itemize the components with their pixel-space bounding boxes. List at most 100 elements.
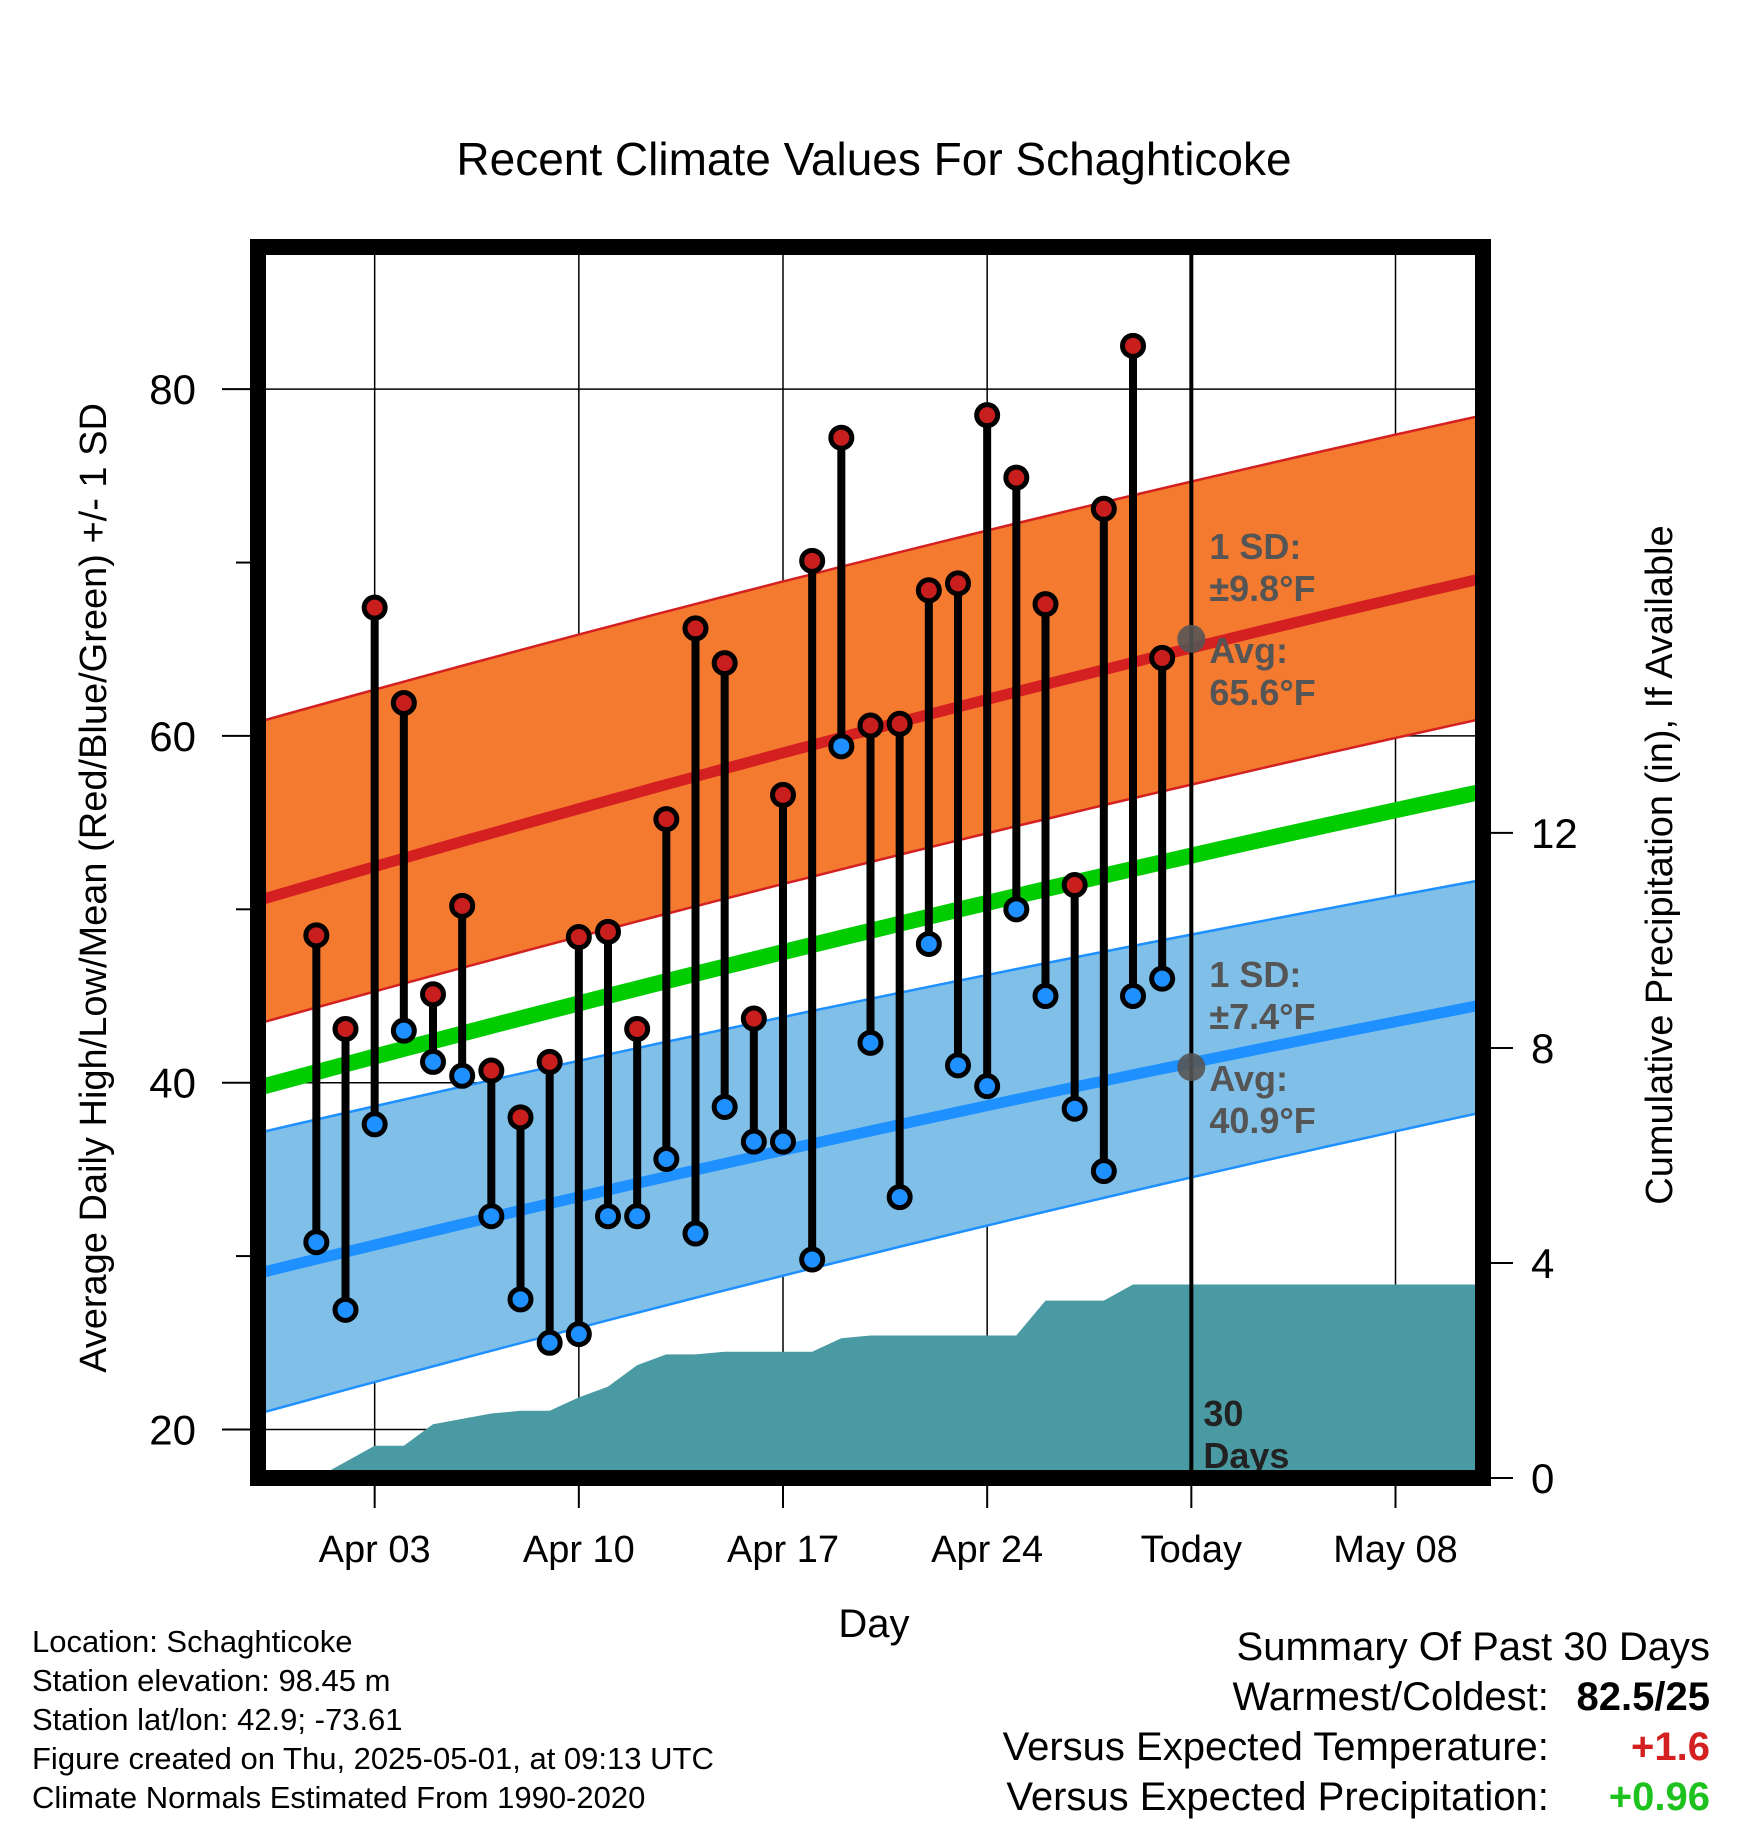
summary-panel: Summary Of Past 30 Days Warmest/Coldest:… xyxy=(1003,1622,1710,1822)
x-tick-label: Apr 10 xyxy=(523,1529,635,1571)
low-point xyxy=(361,1111,388,1138)
high-point xyxy=(1120,332,1146,359)
low-point xyxy=(390,1017,417,1044)
high-point xyxy=(799,547,826,574)
high-point xyxy=(1149,644,1176,671)
high-point xyxy=(1090,495,1117,522)
high-point xyxy=(828,424,855,451)
low-point xyxy=(565,1321,592,1348)
summary-title: Summary Of Past 30 Days xyxy=(1236,1625,1710,1669)
low-point xyxy=(711,1093,738,1120)
temp-anomaly-label: Versus Expected Temperature: xyxy=(1002,1725,1549,1769)
low-point xyxy=(1149,965,1176,992)
y-right-tick-label: 0 xyxy=(1531,1455,1554,1502)
today-label-count: 30 xyxy=(1203,1393,1243,1434)
y-right-tick-label: 4 xyxy=(1531,1240,1554,1287)
high-point xyxy=(390,689,417,716)
y-right-tick-label: 8 xyxy=(1531,1025,1554,1072)
low-point xyxy=(653,1145,680,1172)
high-point xyxy=(974,402,1001,429)
high-sd-label: 1 SD: xyxy=(1209,526,1301,567)
chart-title: Recent Climate Values For Schaghticoke xyxy=(456,133,1291,185)
low-point xyxy=(857,1029,884,1056)
y-tick-label: 20 xyxy=(149,1406,196,1453)
today-label-days: Days xyxy=(1203,1435,1289,1476)
y-tick-label: 80 xyxy=(149,366,196,413)
low-avg-value: 40.9°F xyxy=(1209,1100,1315,1141)
low-point xyxy=(1003,896,1030,923)
high-point xyxy=(740,1005,767,1032)
low-sd-band xyxy=(258,879,1483,1414)
high-point xyxy=(682,615,709,642)
y-tick-label: 60 xyxy=(149,713,196,760)
high-point xyxy=(770,781,796,808)
low-point xyxy=(1061,1095,1088,1122)
x-tick-label: Apr 03 xyxy=(319,1529,431,1571)
x-axis-label: Day xyxy=(838,1602,909,1646)
low-point xyxy=(886,1184,913,1211)
low-point xyxy=(1120,983,1146,1010)
low-sd-label: 1 SD: xyxy=(1209,954,1301,995)
warmest-coldest-value: 82.5/25 xyxy=(1576,1675,1710,1719)
precip-area xyxy=(287,1284,1483,1478)
high-avg-label: Avg: xyxy=(1209,630,1288,671)
high-point xyxy=(449,892,476,919)
low-avg-marker xyxy=(1177,1053,1206,1082)
low-point xyxy=(536,1329,563,1356)
low-normal-line xyxy=(258,999,1483,1279)
warmest-coldest-label: Warmest/Coldest: xyxy=(1232,1675,1549,1719)
high-point xyxy=(303,922,330,949)
precip-anomaly-value: +0.96 xyxy=(1608,1775,1710,1819)
low-point xyxy=(1032,983,1059,1010)
high-point xyxy=(915,577,942,604)
low-point xyxy=(915,930,942,957)
normals-text: Climate Normals Estimated From 1990-2020 xyxy=(32,1780,646,1815)
low-point xyxy=(828,733,855,760)
high-point xyxy=(945,570,971,597)
elevation-text: Station elevation: 98.45 m xyxy=(32,1663,391,1698)
high-point xyxy=(536,1048,563,1075)
x-tick-label: Apr 24 xyxy=(931,1529,1043,1571)
low-point xyxy=(1090,1158,1117,1185)
low-point xyxy=(595,1203,621,1230)
precip-anomaly-label: Versus Expected Precipitation: xyxy=(1006,1775,1549,1819)
low-point xyxy=(740,1128,767,1155)
high-avg-marker xyxy=(1177,624,1206,653)
plot-inner xyxy=(258,247,1483,1478)
low-point xyxy=(682,1220,709,1247)
high-point xyxy=(420,981,446,1008)
location-text: Location: Schaghticoke xyxy=(32,1624,353,1659)
y-axis-label: Average Daily High/Low/Mean (Red/Blue/Gr… xyxy=(73,403,115,1373)
high-point xyxy=(361,594,388,621)
high-point xyxy=(624,1015,651,1042)
latlon-text: Station lat/lon: 42.9; -73.61 xyxy=(32,1702,403,1737)
low-point xyxy=(974,1073,1001,1100)
y-axis-right-label: Cumulative Precipitation (in), If Availa… xyxy=(1639,525,1681,1204)
low-sd-band-lower-edge xyxy=(258,1110,1483,1416)
low-point xyxy=(770,1128,796,1155)
low-point xyxy=(303,1229,330,1256)
high-point xyxy=(886,710,913,737)
high-point xyxy=(507,1104,534,1131)
high-point xyxy=(1061,872,1088,899)
created-text: Figure created on Thu, 2025-05-01, at 09… xyxy=(32,1741,714,1776)
high-point xyxy=(711,650,738,677)
low-point xyxy=(507,1286,534,1313)
low-point xyxy=(420,1048,446,1075)
low-avg-label: Avg: xyxy=(1209,1058,1288,1099)
high-point xyxy=(1032,591,1059,618)
temp-anomaly-row: Versus Expected Temperature: +1.6 xyxy=(1003,1722,1710,1772)
y-right-tick-label: 12 xyxy=(1531,810,1578,857)
low-point xyxy=(945,1052,971,1079)
low-point xyxy=(449,1062,476,1089)
high-point xyxy=(332,1015,359,1042)
warmest-coldest-row: Warmest/Coldest: 82.5/25 xyxy=(1003,1672,1711,1722)
high-sd-value: ±9.8°F xyxy=(1209,568,1315,609)
precip-anomaly-row: Versus Expected Precipitation: +0.96 xyxy=(1003,1772,1710,1822)
x-tick-label: Apr 17 xyxy=(727,1529,839,1571)
high-avg-value: 65.6°F xyxy=(1209,672,1315,713)
temp-anomaly-value: +1.6 xyxy=(1631,1725,1710,1769)
high-point xyxy=(595,918,621,945)
high-point xyxy=(1003,464,1030,491)
